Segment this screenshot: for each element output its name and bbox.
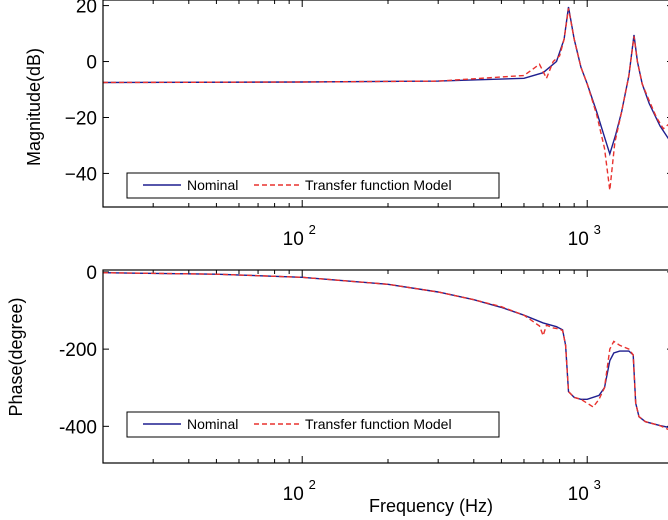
phase-plot-area bbox=[103, 272, 668, 431]
phase-plot: Phase(degree) 0 -200 -400 10 2 10 3 Nominal T… bbox=[6, 263, 668, 516]
magnitude-axes-frame bbox=[102, 0, 668, 208]
xtick-label: 10 bbox=[283, 484, 304, 505]
ytick-label: −40 bbox=[65, 164, 97, 185]
phase-xticks: 10 2 10 3 bbox=[102, 270, 601, 505]
magnitude-ylabel: Magnitude(dB) bbox=[24, 48, 44, 166]
xtick-label: 10 bbox=[283, 229, 304, 250]
xtick-exponent: 3 bbox=[594, 477, 601, 492]
ytick-label: 0 bbox=[86, 53, 97, 74]
legend-model-label: Transfer function Model bbox=[305, 416, 452, 432]
ytick-label: -200 bbox=[59, 340, 97, 361]
phase-ylabel: Phase(degree) bbox=[6, 297, 26, 416]
phase-axes-frame bbox=[102, 269, 668, 464]
phase-yticks: 0 -200 -400 bbox=[59, 263, 668, 438]
phase-xlabel: Frequency (Hz) bbox=[369, 496, 493, 516]
ytick-label: -400 bbox=[59, 417, 97, 438]
legend-box bbox=[126, 172, 500, 199]
legend-nominal-label: Nominal bbox=[187, 416, 238, 432]
legend-model-label: Transfer function Model bbox=[305, 177, 452, 193]
xtick-exponent: 2 bbox=[309, 477, 316, 492]
magnitude-legend: Nominal Transfer function Model bbox=[126, 172, 500, 199]
magnitude-xticks: 10 2 10 3 bbox=[102, 0, 601, 250]
series-nominal-line bbox=[103, 272, 668, 428]
magnitude-yticks: 20 0 −20 −40 bbox=[65, 0, 668, 185]
magnitude-plot: Magnitude(dB) 20 0 −20 −40 10 2 10 3 Nominal T… bbox=[24, 0, 668, 250]
series-transfer-function-model-line bbox=[103, 8, 668, 191]
xtick-exponent: 2 bbox=[309, 222, 316, 237]
legend-box bbox=[126, 411, 500, 438]
xtick-exponent: 3 bbox=[594, 222, 601, 237]
legend-nominal-label: Nominal bbox=[187, 177, 238, 193]
ytick-label: −20 bbox=[65, 108, 97, 129]
xtick-label: 10 bbox=[568, 229, 589, 250]
phase-legend: Nominal Transfer function Model bbox=[126, 411, 500, 438]
xtick-label: 10 bbox=[568, 484, 589, 505]
ytick-label: 0 bbox=[86, 263, 97, 284]
series-nominal-line bbox=[103, 6, 668, 157]
series-transfer-function-model-line bbox=[103, 272, 668, 431]
ytick-label: 20 bbox=[76, 0, 97, 18]
magnitude-plot-area bbox=[103, 6, 668, 191]
